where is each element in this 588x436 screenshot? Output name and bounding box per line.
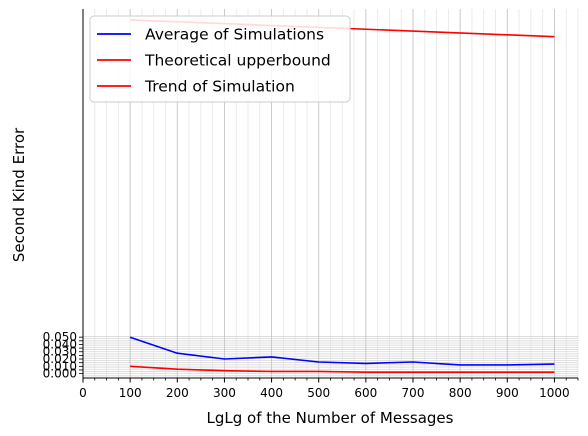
y-tick-label-overlap: 0.020 xyxy=(43,352,77,366)
x-tick-label: 400 xyxy=(260,386,283,400)
x-tick-label: 900 xyxy=(496,386,519,400)
y-tick-label-overlap: 0.010 xyxy=(43,359,77,373)
x-tick-label: 700 xyxy=(402,386,425,400)
x-axis-label: LgLg of the Number of Messages xyxy=(207,409,454,427)
series-line-1 xyxy=(129,336,555,366)
x-tick-label: 500 xyxy=(307,386,330,400)
legend-box xyxy=(89,15,351,103)
x-ticks: 0 100 200 300 400 500 600 700 800 900 1000 xyxy=(79,378,579,400)
y-axis-label: Second Kind Error xyxy=(10,127,28,262)
x-tick-label: 600 xyxy=(354,386,377,400)
series-line-2 xyxy=(130,365,555,374)
legend: Average of Simulations Theoretical upperb… xyxy=(89,15,351,103)
x-tick-label: 800 xyxy=(449,386,472,400)
x-tick-label: 100 xyxy=(119,386,142,400)
y-tick-label: 0.000 xyxy=(43,367,77,381)
x-tick-label: 0 xyxy=(79,386,87,400)
x-tick-label: 200 xyxy=(166,386,189,400)
y-tick-label: 0.050 xyxy=(43,330,77,344)
legend-label: Average of Simulations xyxy=(145,26,324,44)
y-tick-label-overlap: 0.040 xyxy=(43,337,77,351)
x-tick-label: 300 xyxy=(213,386,236,400)
legend-label: Theoretical upperbound xyxy=(144,52,331,70)
x-tick-label: 1000 xyxy=(539,386,570,400)
y-tick-label-overlap: 0.030 xyxy=(43,345,77,359)
legend-label: Trend of Simulation xyxy=(144,78,295,96)
